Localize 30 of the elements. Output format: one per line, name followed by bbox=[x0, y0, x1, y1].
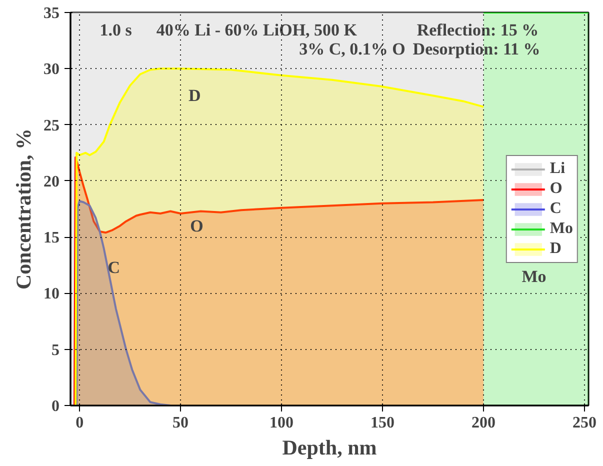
y-axis-title: Concentration, % bbox=[12, 128, 36, 290]
y-tick-label: 0 bbox=[52, 398, 60, 415]
y-tick-label: 20 bbox=[44, 173, 60, 190]
legend-label: O bbox=[550, 180, 564, 198]
annotation: Desorption: 11 % bbox=[412, 39, 540, 58]
x-tick-label: 200 bbox=[471, 414, 496, 432]
x-axis-title: Depth, nm bbox=[282, 436, 378, 460]
x-tick-label: 0 bbox=[76, 414, 84, 432]
annotation: 1.0 s bbox=[100, 20, 132, 40]
legend-label: C bbox=[550, 200, 562, 218]
legend-label: Li bbox=[550, 160, 566, 178]
y-tick-label: 10 bbox=[44, 286, 60, 303]
x-tick-label: 150 bbox=[370, 414, 395, 432]
annotation: Reflection: 15 % bbox=[416, 20, 539, 40]
y-tick-label: 35 bbox=[44, 5, 60, 22]
x-tick-label: 250 bbox=[572, 414, 596, 432]
annotation: 3% C, 0.1% O bbox=[299, 39, 406, 58]
annotation: O bbox=[190, 216, 204, 236]
annotation: D bbox=[188, 86, 201, 106]
y-tick-label: 15 bbox=[44, 230, 60, 247]
annotation: 40% Li - 60% LiOH, 500 K bbox=[156, 20, 358, 40]
x-tick-label: 50 bbox=[172, 414, 189, 432]
y-tick-label: 5 bbox=[52, 342, 60, 359]
annotation: Mo bbox=[522, 266, 546, 286]
y-tick-label: 30 bbox=[44, 61, 60, 78]
x-tick-label: 100 bbox=[270, 414, 294, 432]
legend-label: D bbox=[550, 240, 562, 258]
y-tick-label: 25 bbox=[44, 117, 60, 134]
annotation: C bbox=[108, 258, 120, 277]
legend-label: Mo bbox=[550, 220, 573, 238]
